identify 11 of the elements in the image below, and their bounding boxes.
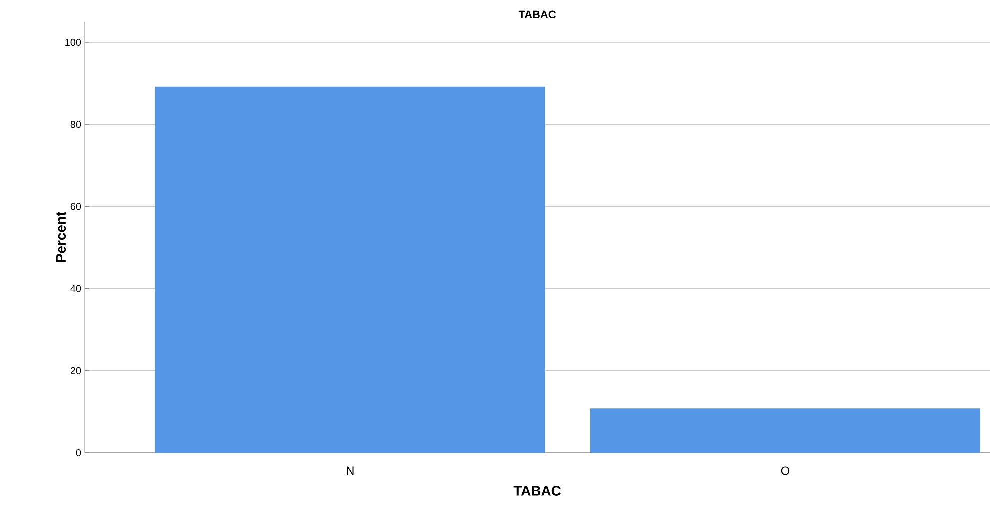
y-tick-label: 60 <box>70 203 82 210</box>
y-tick-label: 20 <box>70 367 82 374</box>
x-tick-label: N <box>347 466 354 475</box>
y-axis-title: Percent <box>56 212 66 262</box>
x-tick-label: O <box>781 466 790 476</box>
y-tick-label: 0 <box>76 449 82 457</box>
y-tick-label: 80 <box>70 121 82 128</box>
chart-title: TABAC <box>518 10 556 18</box>
y-tick-label: 100 <box>66 38 82 46</box>
y-tick-label: 40 <box>70 285 82 292</box>
x-axis-title: TABAC <box>514 486 562 496</box>
